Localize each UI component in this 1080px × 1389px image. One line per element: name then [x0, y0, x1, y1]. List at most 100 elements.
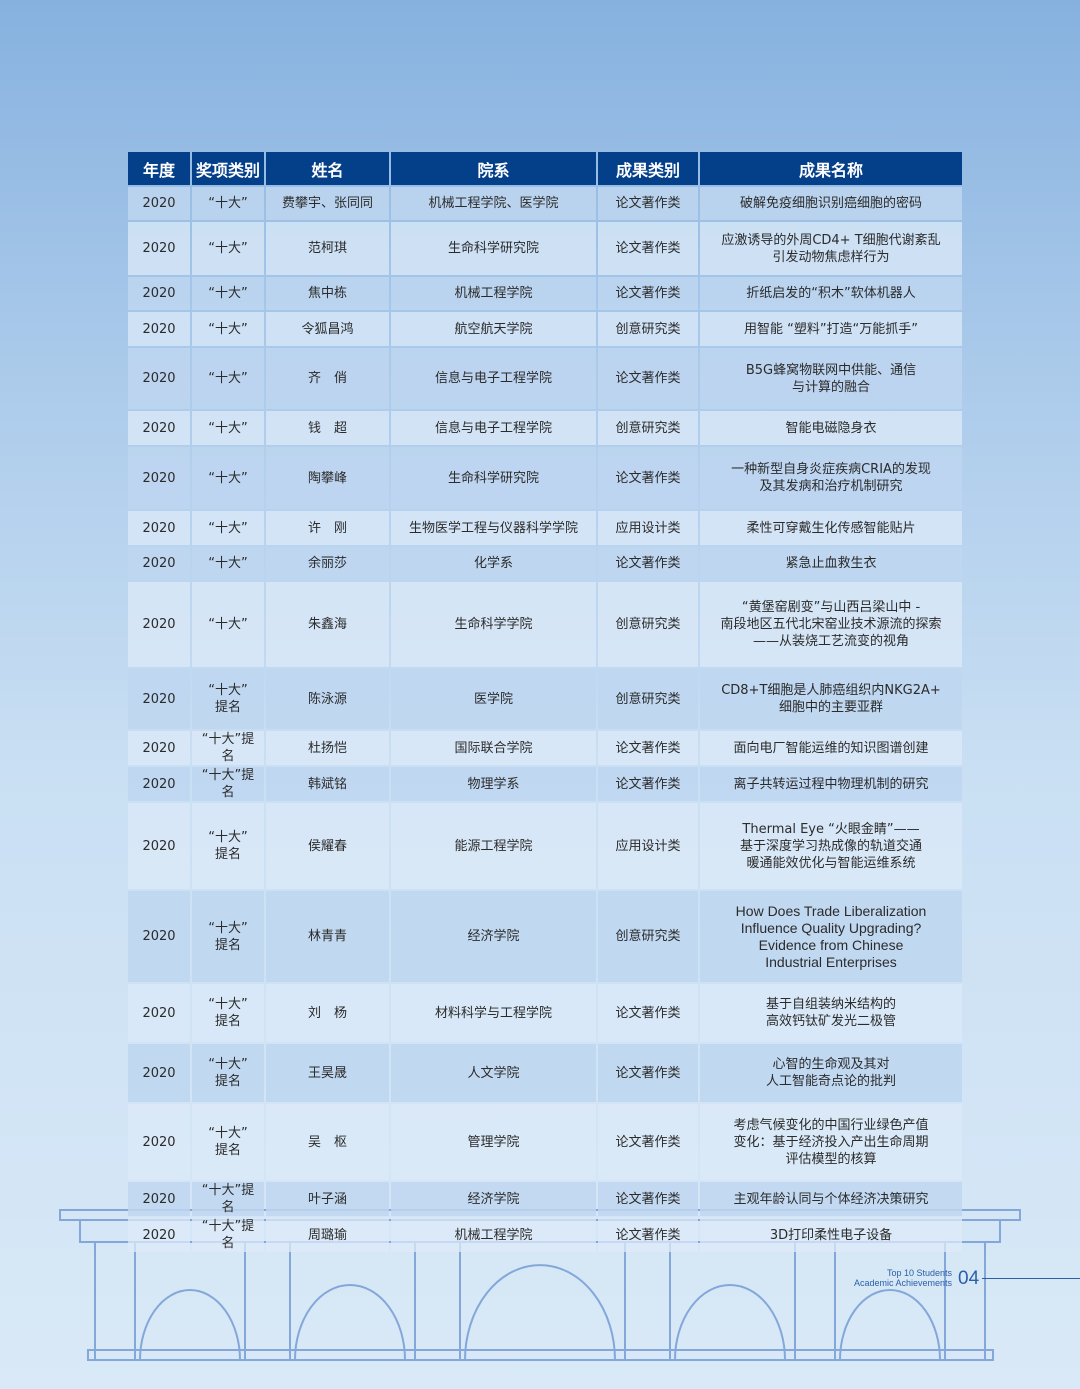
cell-department: 信息与电子工程学院: [391, 411, 596, 445]
cell-department: 能源工程学院: [391, 803, 596, 889]
cell-name: 许 刚: [266, 511, 389, 545]
cell-category: 论文著作类: [598, 447, 698, 509]
footer-title: Top 10 Students Academic Achievements: [854, 1268, 952, 1288]
cell-award-type: “十大”: [192, 511, 264, 545]
cell-category: 论文著作类: [598, 1218, 698, 1252]
table-row: 2020 “十大” 范柯琪 生命科学研究院 论文著作类 应激诱导的外周CD4+ T细胞代谢…: [128, 222, 962, 275]
cell-title: 一种新型自身炎症疾病CRIA的发现 及其发病和治疗机制研究: [700, 447, 962, 509]
cell-award-type: “十大”: [192, 222, 264, 275]
cell-award-type: “十大”: [192, 312, 264, 346]
cell-award-type: “十大” 提名: [192, 669, 264, 729]
cell-title: 主观年龄认同与个体经济决策研究: [700, 1182, 962, 1216]
page-footer: Top 10 Students Academic Achievements 04: [840, 1268, 1080, 1290]
cell-name: 刘 杨: [266, 984, 389, 1042]
table-row: 2020 “十大” 提名 侯耀春 能源工程学院 应用设计类 Thermal Eye “火眼…: [128, 803, 962, 889]
cell-award-type: “十大” 提名: [192, 1104, 264, 1180]
cell-name: 令狐昌鸿: [266, 312, 389, 346]
cell-title: 用智能 “塑料”打造“万能抓手”: [700, 312, 962, 346]
cell-category: 论文著作类: [598, 277, 698, 310]
cell-category: 论文著作类: [598, 984, 698, 1042]
cell-title: Thermal Eye “火眼金睛”—— 基于深度学习热成像的轨道交通 暖通能效…: [700, 803, 962, 889]
cell-title: 紧急止血救生衣: [700, 547, 962, 580]
cell-title: “黄堡窑剧变”与山西吕梁山中 - 南段地区五代北宋窑业技术源流的探索 ——从装烧…: [700, 582, 962, 667]
cell-department: 物理学系: [391, 767, 596, 801]
cell-department: 化学系: [391, 547, 596, 580]
cell-year: 2020: [128, 312, 190, 346]
cell-category: 创意研究类: [598, 582, 698, 667]
cell-year: 2020: [128, 1044, 190, 1102]
cell-award-type: “十大”: [192, 582, 264, 667]
footer-line2: Academic Achievements: [853, 1278, 952, 1288]
cell-category: 创意研究类: [598, 411, 698, 445]
header-category: 成果类别: [598, 152, 698, 185]
table-row: 2020 “十大”提名 韩斌铭 物理学系 论文著作类 离子共转运过程中物理机制的研究: [128, 767, 962, 801]
cell-award-type: “十大” 提名: [192, 1044, 264, 1102]
cell-year: 2020: [128, 447, 190, 509]
cell-department: 医学院: [391, 669, 596, 729]
cell-department: 管理学院: [391, 1104, 596, 1180]
table-row: 2020 “十大” 提名 陈泳源 医学院 创意研究类 CD8+T细胞是人肺癌组织内NKG2…: [128, 669, 962, 729]
cell-award-type: “十大” 提名: [192, 891, 264, 982]
cell-department: 生命科学学院: [391, 582, 596, 667]
cell-category: 论文著作类: [598, 187, 698, 220]
cell-department: 机械工程学院: [391, 1218, 596, 1252]
table-row: 2020 “十大”提名 叶子涵 经济学院 论文著作类 主观年龄认同与个体经济决策研究: [128, 1182, 962, 1216]
cell-award-type: “十大”: [192, 277, 264, 310]
cell-category: 论文著作类: [598, 222, 698, 275]
page-number: 04: [958, 1268, 980, 1289]
table-row: 2020 “十大” 提名吴 枢管理学院 论文著作类 考虑气候变化的中国行业绿色产值 变…: [128, 1104, 962, 1180]
cell-category: 论文著作类: [598, 767, 698, 801]
cell-title: 心智的生命观及其对 人工智能奇点论的批判: [700, 1044, 962, 1102]
cell-award-type: “十大”提名: [192, 767, 264, 801]
cell-award-type: “十大”提名: [192, 1218, 264, 1252]
cell-award-type: “十大”: [192, 348, 264, 409]
cell-department: 经济学院: [391, 891, 596, 982]
header-award-type: 奖项类别: [192, 152, 264, 185]
cell-name: 焦中栋: [266, 277, 389, 310]
cell-department: 机械工程学院: [391, 277, 596, 310]
header-department: 院系: [391, 152, 596, 185]
cell-year: 2020: [128, 222, 190, 275]
table-header-row: 年度 奖项类别 姓名 院系 成果类别 成果名称: [128, 152, 962, 185]
cell-name: 齐 俏: [266, 348, 389, 409]
table-row: 2020 “十大” 提名 林青青 经济学院 创意研究类 How Does Trade Li…: [128, 891, 962, 982]
cell-award-type: “十大”: [192, 447, 264, 509]
cell-title: B5G蜂窝物联网中供能、通信 与计算的融合: [700, 348, 962, 409]
cell-year: 2020: [128, 511, 190, 545]
cell-award-type: “十大” 提名: [192, 803, 264, 889]
cell-name: 陈泳源: [266, 669, 389, 729]
cell-award-type: “十大”: [192, 411, 264, 445]
cell-category: 应用设计类: [598, 803, 698, 889]
cell-category: 论文著作类: [598, 1044, 698, 1102]
cell-title: 离子共转运过程中物理机制的研究: [700, 767, 962, 801]
cell-category: 论文著作类: [598, 348, 698, 409]
table-row: 2020 “十大”提名 周璐瑜 机械工程学院 论文著作类 3D打印柔性电子设备: [128, 1218, 962, 1252]
cell-year: 2020: [128, 1182, 190, 1216]
cell-title: 破解免疫细胞识别癌细胞的密码: [700, 187, 962, 220]
cell-title: 折纸启发的“积木”软体机器人: [700, 277, 962, 310]
cell-name: 周璐瑜: [266, 1218, 389, 1252]
cell-department: 生命科学研究院: [391, 222, 596, 275]
cell-department: 生命科学研究院: [391, 447, 596, 509]
header-year: 年度: [128, 152, 190, 185]
cell-category: 创意研究类: [598, 669, 698, 729]
table-row: 2020 “十大” 许 刚生物医学工程与仪器科学学院 应用设计类 柔性可穿戴生化传感智能…: [128, 511, 962, 545]
cell-category: 论文著作类: [598, 547, 698, 580]
table-row: 2020 “十大” 朱鑫海 生命科学学院 创意研究类 “黄堡窑剧变”与山西吕梁山中 - 南…: [128, 582, 962, 667]
cell-name: 杜扬恺: [266, 731, 389, 765]
cell-award-type: “十大”提名: [192, 731, 264, 765]
cell-department: 机械工程学院、医学院: [391, 187, 596, 220]
achievements-table: 年度 奖项类别 姓名 院系 成果类别 成果名称 2020 “十大” 费攀宇、张同同 机械工程学院…: [126, 150, 964, 1254]
cell-category: 创意研究类: [598, 891, 698, 982]
cell-department: 国际联合学院: [391, 731, 596, 765]
cell-year: 2020: [128, 277, 190, 310]
cell-department: 人文学院: [391, 1044, 596, 1102]
header-name: 姓名: [266, 152, 389, 185]
cell-name: 吴 枢: [266, 1104, 389, 1180]
cell-name: 王昊晟: [266, 1044, 389, 1102]
footer-rule: [982, 1278, 1080, 1279]
cell-award-type: “十大”: [192, 187, 264, 220]
cell-category: 创意研究类: [598, 312, 698, 346]
cell-category: 论文著作类: [598, 1104, 698, 1180]
cell-name: 叶子涵: [266, 1182, 389, 1216]
